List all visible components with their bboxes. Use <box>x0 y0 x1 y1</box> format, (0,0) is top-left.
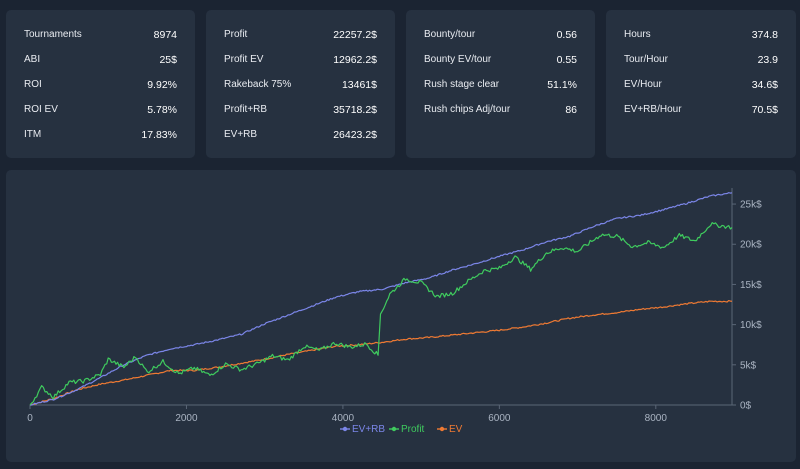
stats-cards: Tournaments 8974 ABI 25$ ROI 9.92% ROI EV 5.78%… <box>6 10 796 158</box>
stat-row: Rush chips Adj/tour 86 <box>424 97 577 122</box>
stat-label: ROI <box>24 79 42 90</box>
y-tick-label: 25k$ <box>740 200 762 211</box>
stat-value: 51.1% <box>547 78 577 91</box>
stat-label: EV+RB <box>224 129 258 140</box>
y-tick-label: 0$ <box>740 401 752 412</box>
legend-label: Profit <box>401 424 425 435</box>
stat-value: 34.6$ <box>751 78 778 91</box>
stat-label: EV+RB/Hour <box>624 104 682 115</box>
stat-value: 17.83% <box>141 128 177 141</box>
stat-row: Bounty EV/tour 0.55 <box>424 47 577 72</box>
y-tick-label: 10k$ <box>740 320 762 331</box>
stat-label: Profit+RB <box>224 104 268 115</box>
stat-value: 13461$ <box>341 78 377 91</box>
series-line-profit <box>29 222 733 406</box>
stat-label: Tournaments <box>24 29 82 40</box>
y-tick-label: 15k$ <box>740 280 762 291</box>
stat-row: ROI EV 5.78% <box>24 97 177 122</box>
stat-label: EV/Hour <box>624 79 662 90</box>
stat-value: 26423.2$ <box>333 128 377 141</box>
stat-row: Tour/Hour 23.9 <box>624 47 778 72</box>
stat-row: Tournaments 8974 <box>24 22 177 47</box>
stat-value: 0.55 <box>556 53 577 66</box>
x-tick-label: 4000 <box>332 413 355 424</box>
stat-value: 70.5$ <box>751 103 778 116</box>
stats-card-hours: Hours 374.8 Tour/Hour 23.9 EV/Hour 34.6$ EV+RB… <box>606 10 796 158</box>
legend-label: EV <box>449 424 463 435</box>
profit-chart-panel: 0$ 5k$ 10k$ 15k$ 20k$ 25k$ 0 2000 4000 6000 8000 EV… <box>6 170 796 462</box>
stat-row: ABI 25$ <box>24 47 177 72</box>
stat-label: Tour/Hour <box>624 54 668 65</box>
stat-value: 86 <box>565 103 577 116</box>
stat-label: Hours <box>624 29 651 40</box>
stat-value: 22257.2$ <box>333 28 377 41</box>
stat-row: Rush stage clear 51.1% <box>424 72 577 97</box>
stat-row: Hours 374.8 <box>624 22 778 47</box>
stat-row: EV+RB/Hour 70.5$ <box>624 97 778 122</box>
stat-value: 5.78% <box>147 103 177 116</box>
stats-card-profit: Profit 22257.2$ Profit EV 12962.2$ Rakeback … <box>206 10 395 158</box>
x-tick-label: 0 <box>27 413 33 424</box>
stat-label: ABI <box>24 54 41 65</box>
stat-row: ROI 9.92% <box>24 72 177 97</box>
stat-row: Bounty/tour 0.56 <box>424 22 577 47</box>
legend-marker-dot <box>439 426 445 432</box>
series-line-ev-rb <box>30 192 733 406</box>
legend-marker-dot <box>391 426 397 432</box>
stat-label: Bounty/tour <box>424 29 476 40</box>
stat-value: 12962.2$ <box>333 53 377 66</box>
stat-row: ITM 17.83% <box>24 122 177 147</box>
stat-value: 23.9 <box>757 53 778 66</box>
stat-row: Profit 22257.2$ <box>224 22 377 47</box>
x-tick-label: 2000 <box>175 413 198 424</box>
stat-label: ITM <box>24 129 42 140</box>
stat-value: 8974 <box>153 28 177 41</box>
stat-label: Profit <box>224 29 248 40</box>
x-tick-label: 6000 <box>488 413 511 424</box>
stat-value: 0.56 <box>556 28 577 41</box>
series-line-ev <box>29 300 733 406</box>
legend-label: EV+RB <box>352 424 385 435</box>
stat-label: Bounty EV/tour <box>424 54 492 65</box>
stat-row: EV+RB 26423.2$ <box>224 122 377 147</box>
stat-label: Rush chips Adj/tour <box>424 104 511 115</box>
stat-value: 35718.2$ <box>333 103 377 116</box>
y-tick-label: 20k$ <box>740 240 762 251</box>
y-tick-label: 5k$ <box>740 360 757 371</box>
stat-row: Profit+RB 35718.2$ <box>224 97 377 122</box>
stat-row: EV/Hour 34.6$ <box>624 72 778 97</box>
legend-marker-dot <box>342 426 348 432</box>
stat-label: ROI EV <box>24 104 58 115</box>
x-tick-label: 8000 <box>645 413 668 424</box>
profit-chart: 0$ 5k$ 10k$ 15k$ 20k$ 25k$ 0 2000 4000 6000 8000 EV… <box>27 188 762 435</box>
stat-label: Rakeback 75% <box>224 79 292 90</box>
stat-value: 25$ <box>159 53 177 66</box>
stat-value: 9.92% <box>147 78 177 91</box>
stat-label: Profit EV <box>224 54 264 65</box>
stat-row: Profit EV 12962.2$ <box>224 47 377 72</box>
stat-label: Rush stage clear <box>424 79 500 90</box>
stats-card-tournaments: Tournaments 8974 ABI 25$ ROI 9.92% ROI EV 5.78%… <box>6 10 195 158</box>
stat-row: Rakeback 75% 13461$ <box>224 72 377 97</box>
stats-card-bounty: Bounty/tour 0.56 Bounty EV/tour 0.55 Rush st… <box>406 10 595 158</box>
stat-value: 374.8 <box>751 28 778 41</box>
